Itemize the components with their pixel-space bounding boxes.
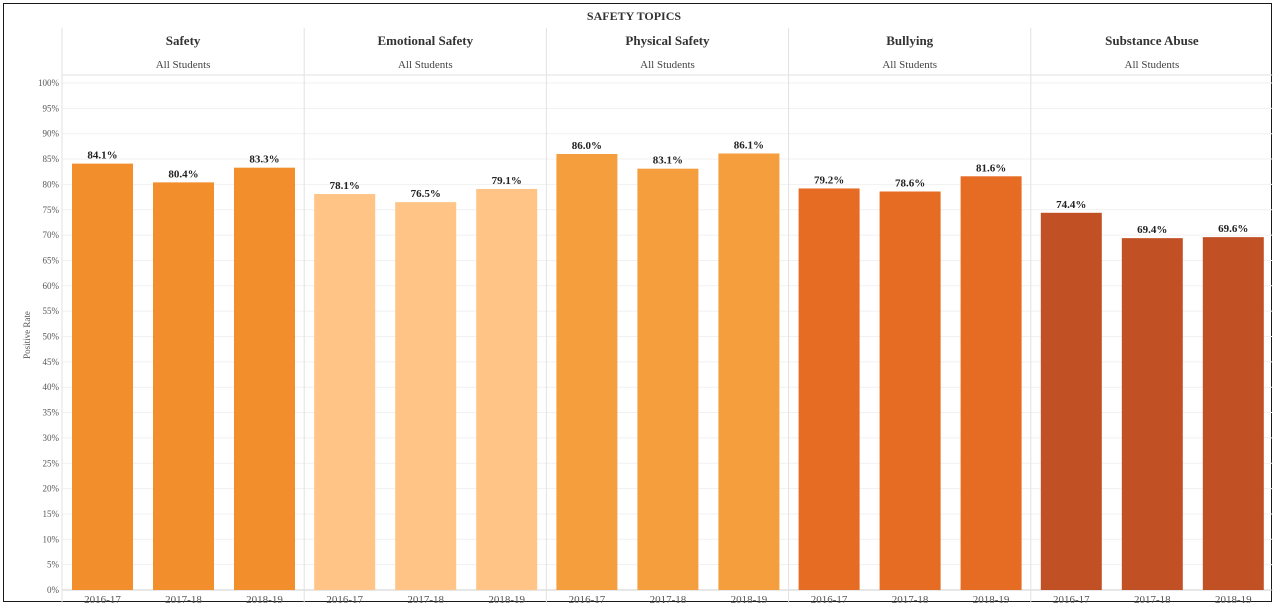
- bar: [879, 191, 941, 591]
- panel-title: Safety: [166, 33, 201, 48]
- data-label: 74.4%: [1056, 199, 1086, 211]
- bar: [637, 168, 699, 591]
- panel-subtitle: All Students: [882, 59, 937, 71]
- panel-subtitle: All Students: [156, 59, 211, 71]
- data-label: 78.1%: [330, 180, 360, 192]
- panel-physical-safety: Physical Safety All Students 86.0% 2016-17 8…: [545, 28, 780, 603]
- y-tick-label: 0%: [47, 585, 60, 595]
- x-tick-label: 2016-17: [811, 594, 848, 603]
- y-tick-label: 15%: [43, 509, 60, 519]
- panel-subtitle: All Students: [640, 59, 695, 71]
- y-tick-label: 30%: [43, 433, 60, 443]
- data-label: 84.1%: [87, 150, 117, 162]
- x-tick-label: 2018-19: [246, 594, 283, 603]
- panel-subtitle: All Students: [398, 59, 453, 71]
- data-label: 80.4%: [168, 168, 198, 180]
- x-tick-label: 2018-19: [1215, 594, 1252, 603]
- panel-title: Substance Abuse: [1105, 33, 1199, 48]
- x-tick-label: 2018-19: [731, 594, 768, 603]
- y-tick-label: 35%: [43, 408, 60, 418]
- data-label: 78.6%: [895, 177, 925, 189]
- panel-emotional-safety: Emotional Safety All Students 78.1% 2016-17…: [303, 28, 538, 603]
- data-label: 79.2%: [814, 174, 844, 186]
- x-tick-label: 2017-18: [165, 594, 202, 603]
- data-label: 69.6%: [1218, 223, 1248, 235]
- bar: [718, 153, 780, 590]
- data-label: 86.1%: [734, 139, 764, 151]
- bar: [153, 182, 214, 590]
- x-tick-label: 2017-18: [892, 594, 929, 603]
- panel-title: Bullying: [886, 33, 933, 48]
- bar: [314, 194, 376, 590]
- bar: [1040, 212, 1102, 591]
- y-tick-label: 70%: [43, 230, 60, 240]
- panel-title: Emotional Safety: [377, 33, 473, 48]
- x-tick-label: 2016-17: [84, 594, 121, 603]
- bar: [395, 202, 457, 590]
- panel-safety: Safety All Students 84.1% 2016-17 80.4% 2017-…: [61, 28, 295, 603]
- y-tick-label: 100%: [38, 78, 60, 88]
- y-tick-label: 10%: [43, 534, 60, 544]
- data-label: 83.1%: [653, 155, 683, 167]
- chart-frame: SAFETY TOPICS Positive Rate 0% 5% 10% 15% 20…: [3, 3, 1273, 603]
- y-tick-label: 45%: [43, 357, 60, 367]
- bar: [1202, 237, 1264, 591]
- chart-title: SAFETY TOPICS: [587, 9, 681, 23]
- x-tick-label: 2016-17: [326, 594, 363, 603]
- data-label: 83.3%: [249, 154, 279, 166]
- data-label: 86.0%: [572, 140, 602, 152]
- data-label: 69.4%: [1137, 224, 1167, 236]
- bar: [476, 188, 538, 590]
- bar: [1121, 238, 1183, 590]
- bar: [960, 176, 1022, 590]
- y-tick-label: 40%: [43, 382, 60, 392]
- bar: [72, 163, 133, 590]
- y-tick-label: 60%: [43, 281, 60, 291]
- x-tick-label: 2017-18: [1134, 594, 1171, 603]
- x-tick-label: 2018-19: [973, 594, 1010, 603]
- y-axis-ticks: 0% 5% 10% 15% 20% 25% 30% 35% 40% 45% 50% 55% 60% 65%…: [38, 78, 60, 595]
- panel-substance-abuse: Substance Abuse All Students 74.4% 2016-17 6…: [1030, 28, 1264, 603]
- x-tick-label: 2017-18: [650, 594, 687, 603]
- x-tick-label: 2018-19: [488, 594, 525, 603]
- panel-title: Physical Safety: [625, 33, 710, 48]
- bar: [234, 167, 295, 590]
- y-axis-label: Positive Rate: [22, 311, 32, 359]
- panel-subtitle: All Students: [1125, 59, 1180, 71]
- x-tick-label: 2016-17: [569, 594, 606, 603]
- data-label: 81.6%: [976, 162, 1006, 174]
- y-tick-label: 50%: [43, 332, 60, 342]
- safety-topics-chart: SAFETY TOPICS Positive Rate 0% 5% 10% 15% 20…: [22, 9, 1273, 603]
- y-tick-label: 55%: [43, 306, 60, 316]
- y-tick-label: 80%: [43, 179, 60, 189]
- bar: [556, 153, 618, 591]
- y-tick-label: 75%: [43, 205, 60, 215]
- x-tick-label: 2016-17: [1053, 594, 1090, 603]
- panels-layer: Safety All Students 84.1% 2016-17 80.4% 2017-…: [61, 28, 1264, 603]
- y-tick-label: 85%: [43, 154, 60, 164]
- x-tick-label: 2017-18: [407, 594, 444, 603]
- y-tick-label: 65%: [43, 255, 60, 265]
- y-tick-label: 25%: [43, 458, 60, 468]
- data-label: 76.5%: [411, 188, 441, 200]
- panel-bullying: Bullying All Students 79.2% 2016-17 78.6% 201…: [788, 28, 1022, 603]
- y-tick-label: 90%: [43, 129, 60, 139]
- y-tick-label: 20%: [43, 484, 60, 494]
- data-label: 79.1%: [492, 175, 522, 187]
- bar: [798, 188, 860, 590]
- y-tick-label: 5%: [47, 560, 60, 570]
- y-tick-label: 95%: [43, 103, 60, 113]
